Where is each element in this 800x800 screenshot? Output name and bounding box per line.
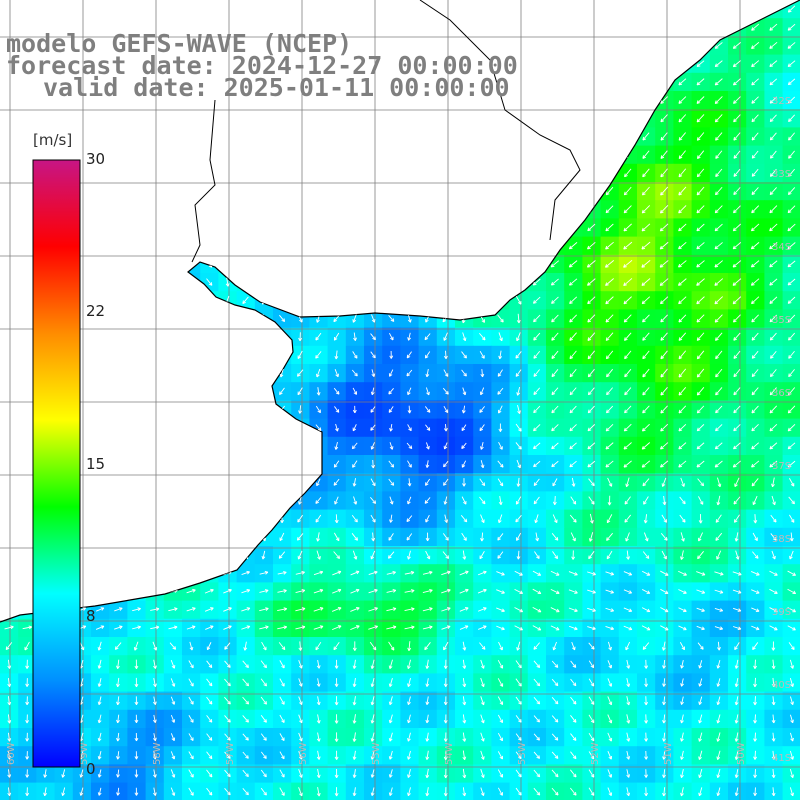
lon-label: 56W: [298, 742, 309, 765]
lat-label: 37S: [772, 461, 791, 472]
colorbar-tick-22: 22: [86, 302, 106, 320]
lon-label: 52W: [590, 742, 601, 765]
lat-label: 36S: [772, 388, 791, 399]
colorbar-tick-15: 15: [86, 455, 106, 473]
lon-label: 59W: [79, 742, 90, 765]
lat-label: 41S: [772, 753, 791, 764]
title-valid-date: valid date: 2025-01-11 00:00:00: [43, 73, 510, 102]
lon-label: 54W: [444, 742, 455, 765]
lat-label: 35S: [772, 315, 791, 326]
lon-labels: 60W 59W 58W 57W 56W 55W 54W 53W 52W 51W 50W: [6, 742, 747, 765]
colorbar-tick-0: 0: [86, 760, 96, 778]
lon-label: 57W: [225, 742, 236, 765]
title-forecast-date: forecast date: 2024-12-27 00:00:00: [6, 51, 518, 80]
lat-label: 32S: [772, 96, 791, 107]
lat-label: 40S: [772, 680, 791, 691]
lat-label: 33S: [772, 169, 791, 180]
lon-label: 50W: [736, 742, 747, 765]
border-line: [191, 0, 581, 263]
lat-labels: 32S 33S 34S 35S 36S 37S 38S 39S 40S 41S: [772, 96, 791, 764]
coastline: [0, 0, 800, 623]
colorbar-tick-8: 8: [86, 607, 96, 625]
lon-label: 55W: [371, 742, 382, 765]
title-model: modelo GEFS-WAVE (NCEP): [6, 29, 353, 58]
lon-label: 60W: [6, 742, 17, 765]
colorbar: [32, 159, 81, 768]
lon-label: 51W: [663, 742, 674, 765]
lat-label: 38S: [772, 534, 791, 545]
lon-label: 53W: [517, 742, 528, 765]
colorbar-unit: [m/s]: [33, 131, 73, 149]
lat-label: 39S: [772, 607, 791, 618]
lat-label: 34S: [772, 242, 791, 253]
colorbar-tick-30: 30: [86, 150, 106, 168]
lon-label: 58W: [152, 742, 163, 765]
